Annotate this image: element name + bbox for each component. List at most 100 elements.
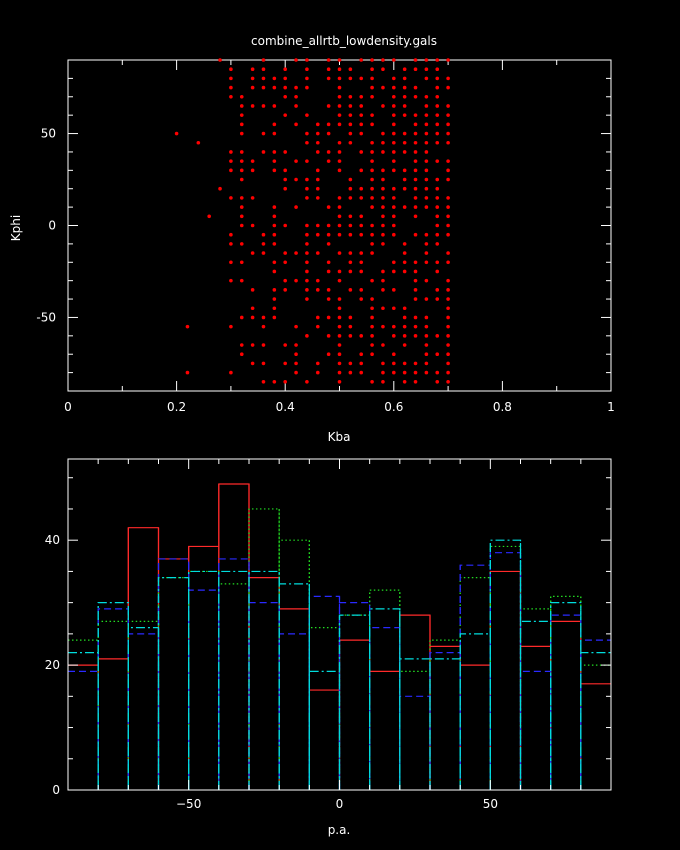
scatter-point [381, 223, 385, 228]
scatter-point [435, 67, 440, 71]
scatter-point [305, 140, 309, 145]
y-tick-label: 20 [45, 658, 60, 672]
scatter-point [370, 67, 374, 71]
scatter-point [337, 94, 342, 99]
x-tick-label: 0 [64, 400, 72, 414]
scatter-point [424, 122, 429, 127]
scatter-point [435, 288, 440, 292]
scatter-point [348, 186, 353, 191]
scatter-point [381, 288, 385, 292]
scatter-point [435, 214, 440, 219]
scatter-point [294, 370, 298, 375]
scatter-point [348, 324, 353, 329]
scatter-point [348, 269, 353, 274]
scatter-point [294, 361, 298, 366]
scatter-point [413, 278, 418, 283]
scatter-point [413, 140, 418, 145]
scatter-point [435, 352, 440, 357]
scatter-point [337, 214, 342, 219]
scatter-point [272, 269, 277, 274]
scatter-point [337, 232, 342, 237]
scatter-point [446, 122, 450, 127]
scatter-point [337, 278, 342, 283]
scatter-point [250, 361, 255, 366]
scatter-point [370, 140, 374, 145]
scatter-point [305, 334, 309, 338]
scatter-point [392, 186, 396, 191]
scatter-point [359, 76, 364, 81]
scatter-point [370, 196, 374, 200]
scatter-point [446, 343, 450, 347]
scatter-point [413, 113, 418, 117]
scatter-point [359, 269, 364, 274]
scatter-point [272, 104, 277, 108]
scatter-point [370, 352, 374, 357]
scatter-point [283, 223, 288, 228]
scatter-point [392, 324, 396, 329]
scatter-point [229, 260, 233, 265]
scatter-point [381, 278, 385, 283]
scatter-point [348, 76, 353, 81]
scatter-point [381, 343, 385, 347]
scatter-point [261, 150, 266, 154]
scatter-point [294, 324, 298, 329]
scatter-point [250, 223, 255, 228]
scatter-point [272, 168, 277, 173]
scatter-point [359, 113, 364, 117]
scatter-point [424, 278, 429, 283]
y-tick-label: 0 [48, 219, 56, 233]
scatter-point [305, 85, 309, 90]
scatter-point [337, 343, 342, 347]
scatter-point [261, 315, 266, 320]
scatter-point [337, 223, 342, 228]
scatter-point [392, 288, 396, 292]
scatter-point [337, 67, 342, 71]
scatter-point [326, 297, 331, 301]
scatter-point [370, 297, 374, 301]
scatter-point [381, 214, 385, 219]
scatter-point [326, 76, 331, 81]
scatter-point [337, 140, 342, 145]
scatter-point [402, 76, 407, 81]
scatter-point [435, 223, 440, 228]
scatter-point [261, 380, 266, 384]
scatter-point [402, 205, 407, 209]
scatter-point [435, 76, 440, 81]
scatter-point [381, 232, 385, 237]
scatter-point [239, 352, 244, 357]
scatter-point [348, 113, 353, 117]
scatter-point [315, 288, 320, 292]
scatter-point [294, 85, 298, 90]
scatter-point [239, 315, 244, 320]
scatter-point [392, 159, 396, 163]
scatter-point [413, 159, 418, 163]
scatter-point [402, 177, 407, 182]
scatter-point [446, 278, 450, 283]
scatter-point [392, 361, 396, 366]
scatter-point [446, 352, 450, 357]
scatter-point [370, 113, 374, 117]
scatter-point [392, 269, 396, 274]
scatter-point [348, 67, 353, 71]
scatter-point [337, 297, 342, 301]
scatter-point [337, 122, 342, 127]
scatter-point [218, 186, 222, 191]
scatter-point [446, 306, 450, 311]
scatter-point [370, 343, 374, 347]
scatter-point [283, 76, 288, 81]
scatter-point [250, 251, 255, 255]
scatter-point [413, 370, 418, 375]
scatter-point [392, 370, 396, 375]
scatter-point [337, 352, 342, 357]
scatter-point [413, 288, 418, 292]
scatter-point [348, 122, 353, 127]
scatter-point [424, 315, 429, 320]
scatter-point [402, 131, 407, 136]
scatter-point [261, 232, 266, 237]
scatter-point [435, 269, 440, 274]
scatter-point [370, 324, 374, 329]
scatter-point [435, 242, 440, 246]
scatter-point [315, 232, 320, 237]
scatter-point [250, 288, 255, 292]
scatter-point [359, 334, 364, 338]
